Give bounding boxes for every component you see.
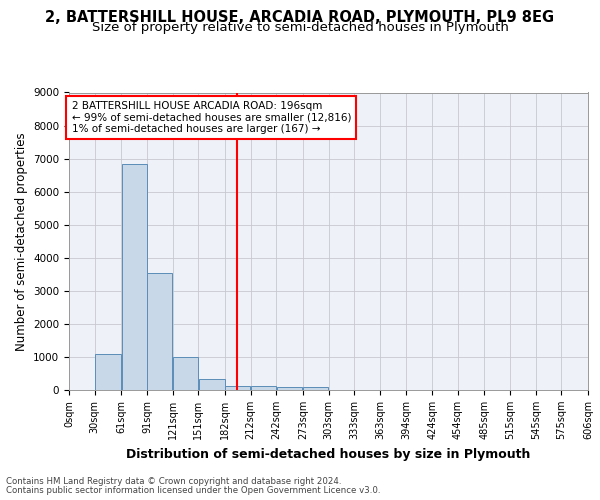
Text: 2 BATTERSHILL HOUSE ARCADIA ROAD: 196sqm
← 99% of semi-detached houses are small: 2 BATTERSHILL HOUSE ARCADIA ROAD: 196sqm… (71, 101, 351, 134)
Text: Size of property relative to semi-detached houses in Plymouth: Size of property relative to semi-detach… (92, 21, 508, 34)
Text: Contains public sector information licensed under the Open Government Licence v3: Contains public sector information licen… (6, 486, 380, 495)
Text: Contains HM Land Registry data © Crown copyright and database right 2024.: Contains HM Land Registry data © Crown c… (6, 477, 341, 486)
Bar (199, 380, 224, 390)
Bar (251, 386, 276, 390)
Bar (122, 164, 146, 390)
Bar (147, 272, 172, 390)
Bar (173, 357, 198, 390)
Bar (277, 387, 302, 390)
Y-axis label: Number of semi-detached properties: Number of semi-detached properties (14, 132, 28, 350)
X-axis label: Distribution of semi-detached houses by size in Plymouth: Distribution of semi-detached houses by … (127, 448, 530, 460)
Bar (225, 386, 250, 390)
Text: 2, BATTERSHILL HOUSE, ARCADIA ROAD, PLYMOUTH, PL9 8EG: 2, BATTERSHILL HOUSE, ARCADIA ROAD, PLYM… (46, 10, 554, 25)
Bar (303, 388, 328, 390)
Bar (95, 354, 121, 390)
